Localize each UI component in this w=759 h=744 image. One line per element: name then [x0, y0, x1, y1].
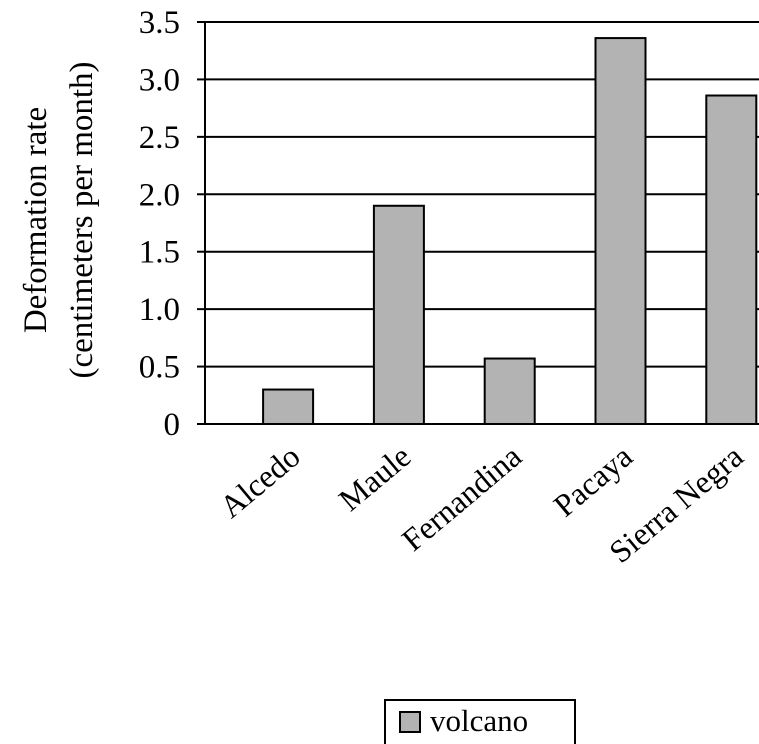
legend-swatch: [399, 711, 421, 733]
y-tick-label: 1.0: [139, 292, 180, 328]
y-tick-label: 1.5: [139, 235, 180, 271]
y-tick-label: 2.0: [139, 177, 180, 213]
legend-label: volcano: [430, 703, 528, 738]
bar: [705, 94, 758, 425]
y-tick-label: 3.0: [139, 62, 180, 98]
x-tick-label: Pacaya: [546, 438, 639, 524]
bar: [594, 37, 647, 426]
bar: [262, 388, 315, 425]
axes: [204, 22, 759, 425]
x-tick-label: Maule: [332, 438, 418, 518]
y-tick-label: 3.5: [139, 5, 180, 41]
y-axis-label: Deformation rate (centimeters per month): [18, 61, 100, 378]
y-axis-label-line-2: (centimeters per month): [64, 61, 100, 378]
bar: [372, 204, 425, 425]
x-tick-label: Fernandina: [395, 438, 528, 558]
y-axis-ticks: 0 0.5 1.0 1.5 2.0 2.5 3.0 3.5: [139, 5, 205, 443]
y-tick-label: 0.5: [139, 350, 180, 386]
y-tick-label: 2.5: [139, 120, 180, 156]
legend: volcano: [384, 699, 576, 744]
bars: [262, 37, 758, 426]
x-tick-label: Alcedo: [213, 438, 307, 525]
gridlines: [205, 21, 759, 368]
y-axis-label-line-1: Deformation rate: [18, 107, 54, 333]
y-tick-label: 0: [164, 407, 181, 443]
bar: [483, 357, 536, 426]
